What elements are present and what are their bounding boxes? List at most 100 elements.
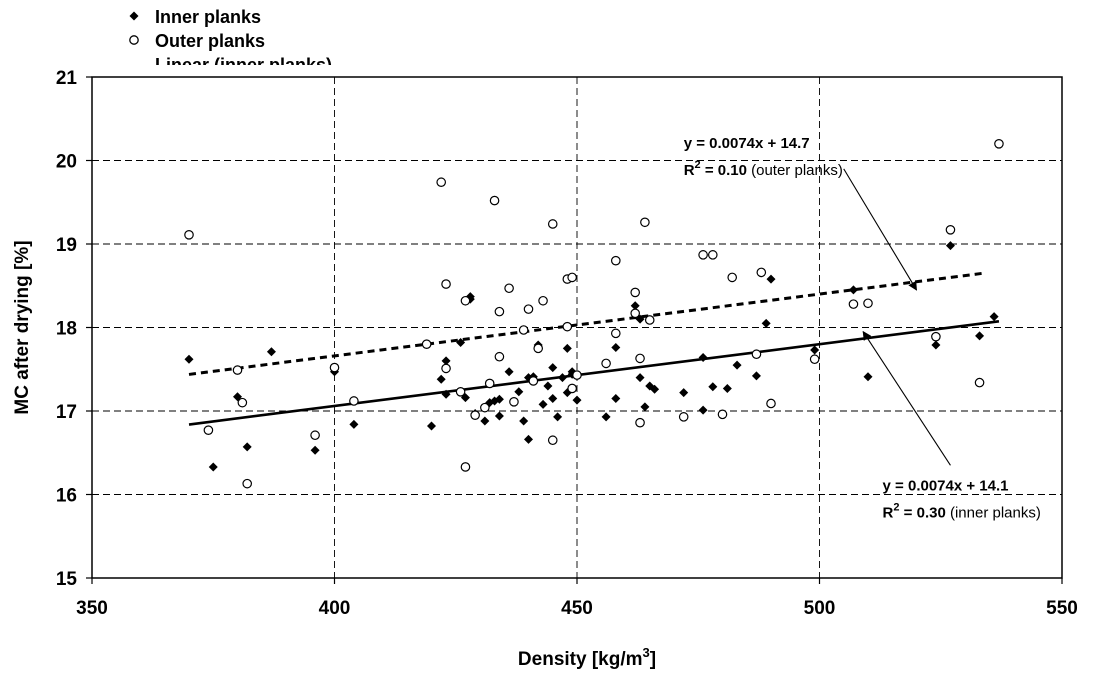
point-outer [203,425,214,436]
legend-entry-outer: Outer planks [129,31,265,51]
point-outer [547,435,558,446]
point-inner [436,374,446,384]
r2-inner: R2 = 0.30 (inner planks) [883,501,1041,521]
point-inner [538,399,548,409]
point-outer [460,462,471,472]
x-tick-label: 350 [76,598,108,619]
point-outer [727,272,737,283]
point-inner [441,389,451,399]
point-inner [441,356,451,366]
arrow-outer [843,168,917,291]
point-outer [635,417,645,428]
point-outer [484,378,495,389]
point-outer [494,351,505,362]
point-outer [717,409,728,420]
point-outer [470,410,480,420]
point-inner [635,373,645,383]
point-inner [208,462,218,472]
point-outer [751,349,762,360]
point-outer [809,354,820,365]
point-outer [945,225,956,235]
point-outer [523,304,534,314]
point-outer [698,250,708,260]
point-outer [232,365,243,375]
point-inner [242,442,252,452]
point-outer [640,217,650,228]
x-tick-label: 450 [561,598,593,619]
x-tick-label: 400 [319,598,351,619]
y-tick-label: 15 [56,569,78,590]
point-inner [553,412,563,422]
point-outer [480,402,490,413]
point-inner [751,371,761,381]
point-inner [761,318,771,328]
y-tick-label: 16 [56,486,77,507]
point-inner [519,416,529,426]
point-outer [421,339,432,349]
point-inner [630,301,640,311]
point-inner [931,340,941,350]
y-tick-label: 19 [56,235,77,256]
point-outer [766,398,776,409]
y-tick-label: 17 [56,402,77,423]
point-outer [310,430,320,441]
x-tick-label: 500 [804,598,836,619]
point-inner [349,419,359,429]
point-inner [266,347,276,357]
point-inner [698,405,708,415]
legend: Inner planks Outer planks Linear (inner … [129,7,332,65]
point-outer [441,363,451,374]
point-outer [184,230,194,240]
point-outer [460,295,471,306]
equation-inner: y = 0.0074x + 14.1 [883,477,1009,494]
point-outer [931,331,941,342]
legend-marker-inner [129,11,139,21]
point-inner [766,274,776,284]
annotation-inner: y = 0.0074x + 14.1 R2 = 0.30 (inner plank… [862,330,1041,521]
point-inner [611,343,621,353]
data-points [184,139,1004,489]
point-inner [601,412,611,422]
point-outer [678,412,689,422]
x-axis-title: Density [kg/m3] [518,645,656,670]
point-outer [547,219,558,229]
point-inner [708,382,718,392]
legend-entry-inner: Inner planks [129,7,261,27]
legend-label-inner: Inner planks [155,7,261,27]
point-inner [650,384,660,394]
point-outer [756,267,767,278]
x-axis-title-sup: 3 [643,645,650,660]
axis-ticks: 350 400 450 500 550 15 16 17 18 19 20 21 [56,68,1078,619]
point-outer [562,321,573,332]
trendline-outer [188,271,985,376]
point-outer [533,343,543,354]
point-outer [848,299,859,309]
point-outer [329,362,340,373]
point-outer [455,386,466,397]
point-inner [975,331,985,341]
point-outer [509,397,519,407]
point-outer [567,272,577,283]
x-tick-label: 550 [1046,598,1078,619]
grid [92,77,1062,578]
point-inner [722,383,732,393]
equation-outer: y = 0.0074x + 14.7 [684,135,810,152]
point-outer [242,478,252,489]
legend-label-outer: Outer planks [155,31,265,51]
point-outer [436,177,446,188]
point-inner [548,363,558,373]
y-tick-label: 21 [56,68,78,89]
point-inner [494,411,504,421]
point-inner [945,241,955,251]
x-axis-title-main: Density [kg/m [518,649,643,670]
point-outer [528,376,539,386]
r2-outer: R2 = 0.10 (outer planks) [684,159,843,179]
point-outer [974,377,985,388]
point-outer [518,325,529,335]
point-outer [610,328,621,339]
annotation-outer: y = 0.0074x + 14.7 R2 = 0.10 (outer plank… [684,135,917,291]
point-inner [557,373,567,383]
